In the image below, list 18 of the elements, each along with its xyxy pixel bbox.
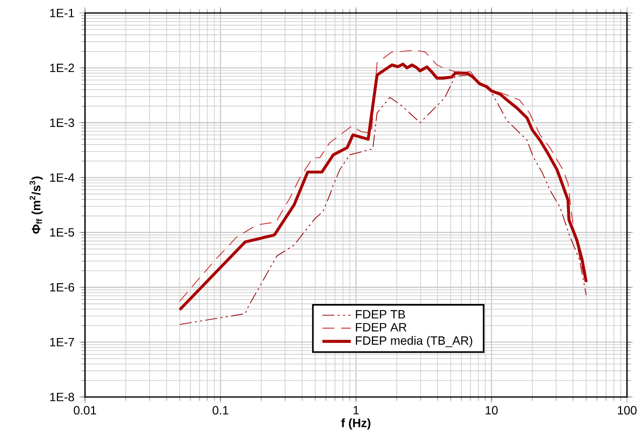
x-tick-label: 0.1 [212,406,228,415]
legend-label: FDEP TB [356,310,405,318]
y-tick-label: 1E-1 [50,8,74,18]
y-tick-label: 1E-3 [50,118,74,127]
y-tick-label: 1E-4 [50,173,74,182]
x-tick-label: 0.01 [74,406,96,415]
y-tick-label: 1E-7 [50,338,74,346]
y-tick-label: 1E-5 [50,228,74,237]
y-tick-label: 1E-8 [50,392,74,402]
y-tick-label: 1E-6 [50,283,74,292]
x-tick-label: 1 [354,406,359,414]
legend-label: FDEP media (TB_AR) [356,336,472,348]
x-tick-label: 10 [486,406,498,415]
x-axis-title: f (Hz) [341,418,370,430]
legend-label: FDEP AR [356,323,406,332]
y-axis-title: Φ$_{ff}$ (m$^{2}$/s$^{3}$) [30,176,43,234]
y-tick-label: 1E-2 [50,64,74,72]
x-tick-label: 100 [618,406,637,415]
